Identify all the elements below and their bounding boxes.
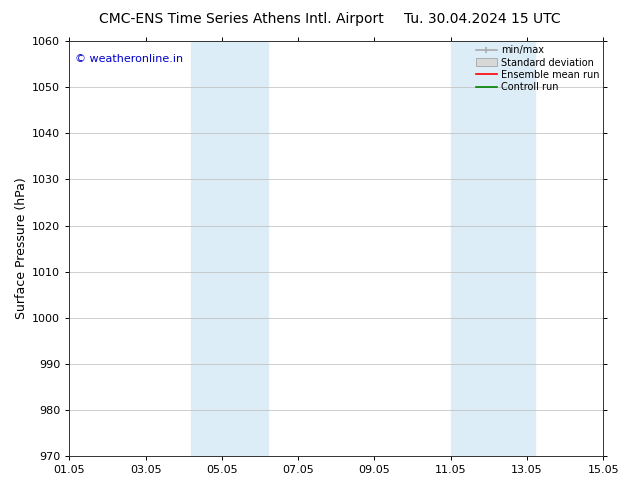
Bar bbox=[191, 41, 268, 456]
Text: Tu. 30.04.2024 15 UTC: Tu. 30.04.2024 15 UTC bbox=[403, 12, 560, 26]
Bar bbox=[451, 41, 534, 456]
Y-axis label: Surface Pressure (hPa): Surface Pressure (hPa) bbox=[15, 178, 28, 319]
Legend: min/max, Standard deviation, Ensemble mean run, Controll run: min/max, Standard deviation, Ensemble me… bbox=[474, 43, 601, 95]
Text: CMC-ENS Time Series Athens Intl. Airport: CMC-ENS Time Series Athens Intl. Airport bbox=[98, 12, 384, 26]
Text: © weatheronline.in: © weatheronline.in bbox=[75, 54, 183, 64]
